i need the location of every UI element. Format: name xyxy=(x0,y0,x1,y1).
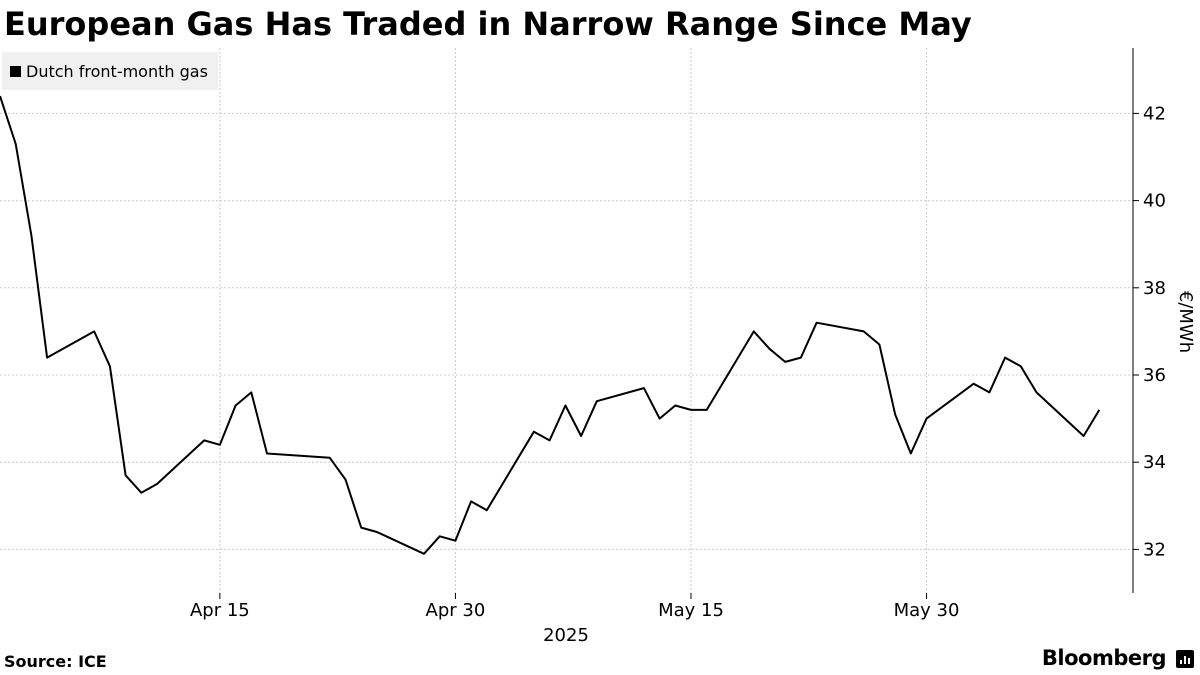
chart-title: European Gas Has Traded in Narrow Range … xyxy=(4,5,972,43)
y-tick-label-32: 32 xyxy=(1143,539,1166,560)
x-tick-label: Apr 15 xyxy=(190,600,250,621)
y-tick-label-40: 40 xyxy=(1143,191,1166,212)
y-tick-label-36: 36 xyxy=(1143,365,1166,386)
source-note: Source: ICE xyxy=(4,652,107,671)
x-tick-label: Apr 30 xyxy=(426,600,486,621)
x-tick-label: May 30 xyxy=(894,600,960,621)
bloomberg-terminal-icon xyxy=(1176,650,1194,668)
x-tick-label: May 15 xyxy=(658,600,724,621)
y-tick-label-42: 42 xyxy=(1143,103,1166,124)
legend-label: Dutch front-month gas xyxy=(26,61,208,81)
x-axis-title: 2025 xyxy=(543,625,589,646)
brand-logo: Bloomberg xyxy=(1041,646,1167,670)
y-axis: 32 34 36 38 40 42 xyxy=(1132,48,1166,593)
y-tick-label-38: 38 xyxy=(1143,278,1166,299)
grid-lines xyxy=(0,48,1133,593)
series-layer xyxy=(0,95,1101,555)
legend-swatch xyxy=(10,65,21,77)
y-axis-title: €/MWh xyxy=(1175,291,1196,353)
legend: Dutch front-month gas xyxy=(2,52,218,90)
series-line-0 xyxy=(0,95,1101,555)
x-axis: Apr 15 Apr 30 May 15 May 30 xyxy=(190,593,959,621)
y-tick-label-34: 34 xyxy=(1143,452,1166,473)
